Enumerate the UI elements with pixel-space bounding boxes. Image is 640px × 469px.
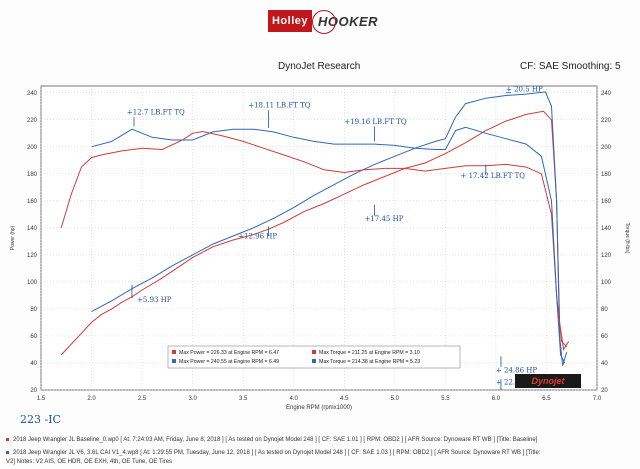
y-tick-label-right: 180 [601, 172, 612, 178]
y-tick-label-right: 160 [601, 199, 612, 205]
handwritten-annotation: +5.93 HP [137, 296, 172, 304]
y-tick-label-left: 100 [27, 280, 38, 286]
legend-swatch [312, 359, 316, 363]
run-2-color-swatch [6, 450, 9, 454]
x-tick-label: 1.5 [37, 396, 46, 402]
y-tick-label-right: 140 [601, 226, 612, 232]
y-tick-label-right: 120 [601, 253, 612, 259]
report-settings: CF: SAE Smoothing: 5 [520, 61, 621, 72]
series-line-torque-2 [60, 130, 568, 348]
y-tick-label-right: 60 [601, 334, 608, 340]
legend-swatch [172, 359, 176, 363]
y-tick-label-right: 40 [601, 361, 608, 367]
footer-notes: V2] Notes: V2 AIS, OE HDR, OE EXH, 4th, … [6, 459, 173, 465]
legend-box [167, 345, 461, 369]
y-tick-label-right: 80 [601, 307, 608, 313]
y-axis-label-left: Power (hp) [10, 225, 16, 250]
legend-swatch [172, 350, 176, 354]
handwritten-annotation: +12.7 LB.FT TQ [127, 108, 185, 116]
legend-entry: Max Power = 226.33 at Engine RPM = 6.47 [179, 350, 279, 356]
handwritten-annotation: + 17.42 LB.FT TQ [461, 172, 526, 180]
y-tick-label-left: 180 [27, 172, 38, 178]
legend-entry: Max Torque = 211.25 at Engine RPM = 3.10 [319, 350, 420, 356]
handwritten-annotation: +19.16 LB.FT TQ [344, 118, 407, 126]
handwritten-annotation: +18.11 LB.FT TQ [248, 102, 311, 110]
x-tick-label: 6.5 [542, 396, 551, 402]
plot-area [40, 85, 598, 391]
x-tick-label: 5.0 [391, 396, 400, 402]
hooker-logo: HOOKER [311, 10, 379, 34]
footer-run-2: 2018 Jeep Wrangler JL V6, 3.6L CAI V1_4.… [6, 450, 541, 456]
holley-logo: Holley [268, 10, 312, 32]
y-tick-label-left: 120 [27, 253, 38, 259]
series-line-power-0 [60, 110, 570, 356]
y-tick-label-right: 20 [601, 388, 608, 394]
legend-entry: Max Power = 240.55 at Engine RPM = 6.49 [179, 359, 279, 365]
y-tick-label-left: 200 [27, 145, 38, 151]
x-tick-label: 2.5 [138, 396, 147, 402]
handwritten-annotation: +17.45 HP [364, 215, 403, 223]
x-tick-label: 7.0 [593, 396, 602, 402]
handwritten-note: 223 -IC [20, 413, 61, 426]
y-tick-label-left: 220 [27, 118, 38, 124]
x-tick-label: 3.5 [239, 396, 248, 402]
footer-run-1: 2018 Jeep Wrangler JL Baseline_0.wp0 [ A… [6, 437, 537, 443]
x-tick-label: 3.0 [188, 396, 197, 402]
y-tick-label-left: 20 [30, 388, 37, 394]
y-tick-label-left: 160 [27, 199, 38, 205]
y-tick-label-left: 80 [30, 307, 37, 313]
y-tick-label-left: 140 [27, 226, 38, 232]
handwritten-annotation: +12.96 HP [238, 233, 277, 241]
y-tick-label-right: 200 [601, 145, 612, 151]
y-tick-label-left: 40 [30, 361, 37, 367]
run-1-color-swatch [6, 437, 9, 441]
series-line-power-1 [91, 91, 568, 366]
y-tick-label-right: 240 [601, 91, 612, 97]
x-tick-label: 2.0 [87, 396, 96, 402]
y-tick-label-right: 220 [601, 118, 612, 124]
x-tick-label: 4.0 [290, 396, 299, 402]
x-tick-label: 5.5 [441, 396, 450, 402]
x-tick-label: 6.0 [492, 396, 501, 402]
report-title: DynoJet Research [278, 61, 361, 72]
x-tick-label: 4.5 [340, 396, 349, 402]
handwritten-annotation: + 24.86 HP [496, 366, 537, 374]
dynojet-logo: Dynojet [515, 374, 581, 388]
x-axis-label: Engine RPM (rpmx1000) [286, 405, 352, 411]
y-tick-label-right: 100 [601, 280, 612, 286]
legend-entry: Max Torque = 214.38 at Engine RPM = 5.23 [319, 359, 420, 365]
handwritten-annotation: + 20.5 HP [506, 85, 543, 93]
y-axis-label-right: Torque (ft-lbs) [624, 223, 630, 254]
y-tick-label-left: 240 [27, 91, 38, 97]
legend-swatch [312, 350, 316, 354]
y-tick-label-left: 60 [30, 334, 37, 340]
series-line-torque-3 [91, 126, 566, 364]
